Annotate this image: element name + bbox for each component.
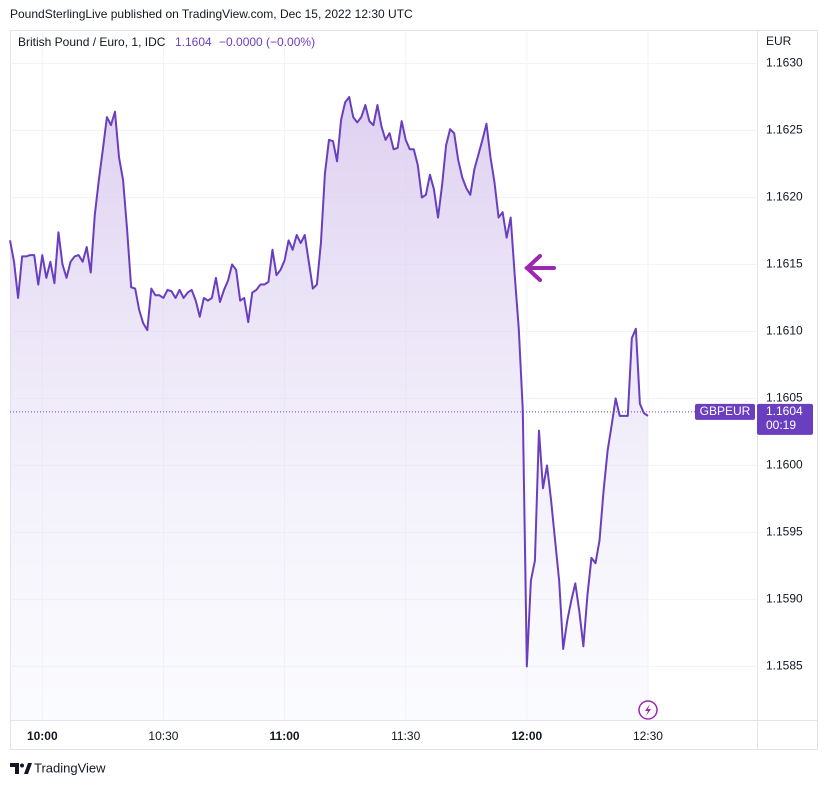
y-tick-label: 1.1625: [766, 123, 803, 137]
x-tick-label: 10:30: [148, 729, 178, 743]
y-tick-label: 1.1615: [766, 257, 803, 271]
symbol: British Pound / Euro, 1, IDC: [18, 35, 166, 49]
legend-price: 1.1604: [175, 35, 212, 49]
price-line: [9, 95, 649, 668]
annotation-arrow: [524, 254, 556, 282]
x-tick-label: 11:30: [391, 729, 420, 743]
x-tick-label: 11:00: [270, 729, 300, 743]
y-tick-label: 1.1610: [766, 324, 803, 338]
currency: EUR: [766, 34, 792, 48]
y-tick-label: 1.1630: [766, 56, 803, 70]
plot: [9, 95, 757, 721]
header: PoundSterlingLive published on TradingVi…: [10, 7, 413, 21]
price-tag: [757, 403, 813, 435]
countdown-label: 00:19: [766, 418, 796, 432]
ticker-label: GBPEUR: [700, 404, 751, 418]
y-tick-label: 1.1595: [766, 525, 803, 539]
x-tick-label: 12:00: [511, 729, 542, 743]
y-tick-label: 1.1600: [766, 458, 803, 472]
legend-change: −0.0000 (−0.00%): [219, 35, 315, 49]
brand: TradingView: [34, 760, 106, 775]
brand-logo: [10, 763, 32, 774]
y-tick-label: 1.1585: [766, 659, 803, 673]
area: [10, 96, 648, 721]
y-tick-label: 1.1605: [766, 391, 803, 405]
y-tick-label: 1.1590: [766, 592, 803, 606]
x-tick-label: 10:00: [27, 729, 58, 743]
price-tag-label: 1.1604: [766, 404, 803, 418]
replay-icon[interactable]: [638, 700, 658, 720]
ticker-tag: [695, 403, 755, 420]
x-tick-label: 12:30: [633, 729, 663, 743]
y-tick-label: 1.1620: [766, 190, 803, 204]
